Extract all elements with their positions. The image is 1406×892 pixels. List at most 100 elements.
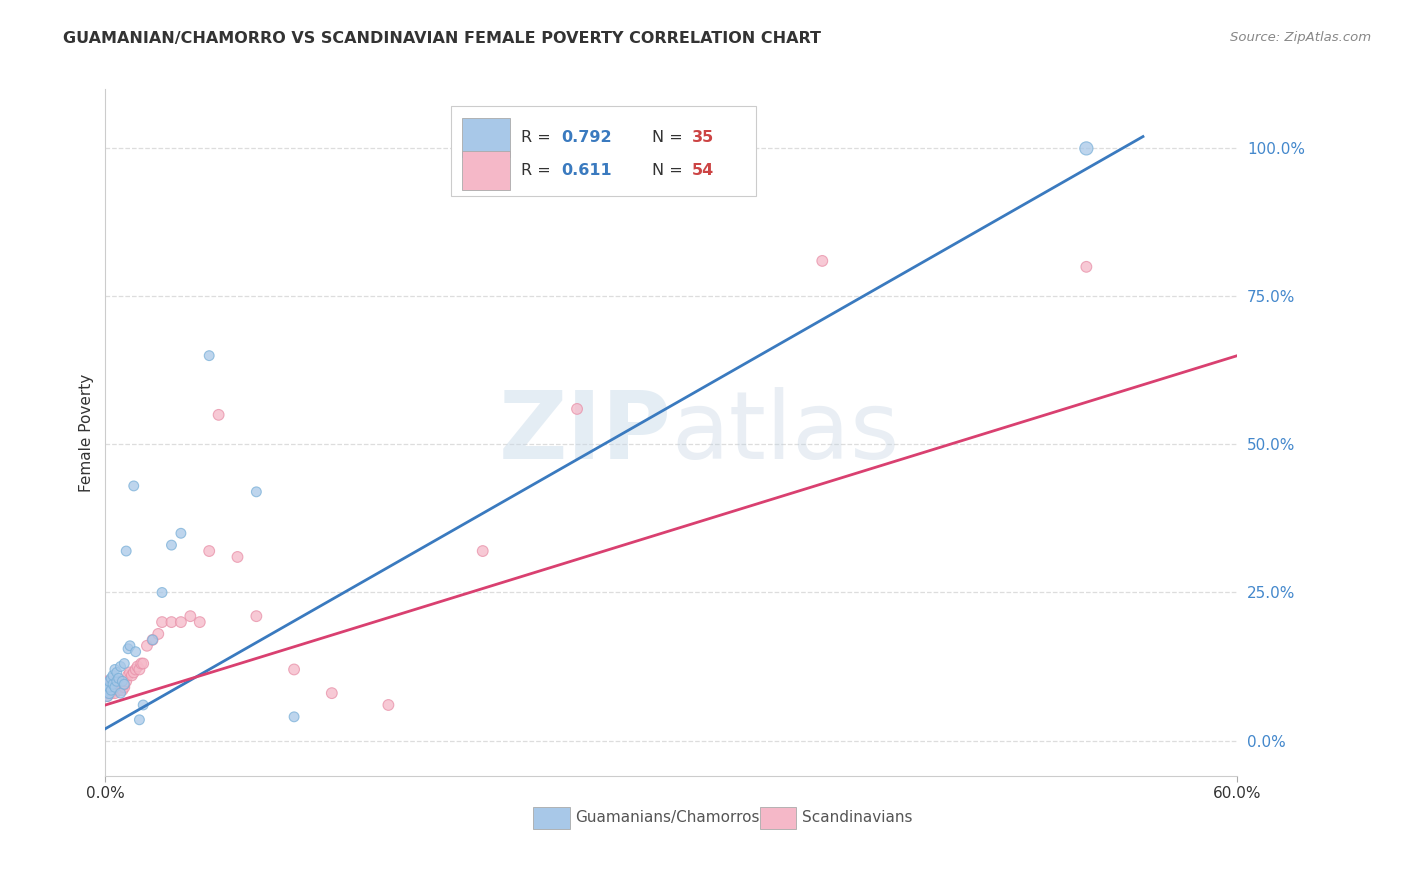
Text: ZIP: ZIP	[499, 386, 672, 479]
Text: Source: ZipAtlas.com: Source: ZipAtlas.com	[1230, 31, 1371, 45]
Point	[100, 686, 122, 700]
Point	[471, 544, 494, 558]
Point	[98, 674, 121, 689]
Point	[96, 689, 118, 703]
Point	[101, 683, 124, 698]
Point	[117, 641, 139, 656]
Point	[110, 680, 132, 694]
FancyBboxPatch shape	[533, 807, 569, 829]
Point	[98, 686, 121, 700]
Point	[128, 663, 150, 677]
Point	[208, 408, 231, 422]
Point	[100, 677, 122, 691]
Point	[245, 484, 267, 499]
Point	[98, 674, 121, 689]
Point	[142, 632, 165, 647]
FancyBboxPatch shape	[759, 807, 796, 829]
Point	[96, 677, 118, 691]
Y-axis label: Female Poverty: Female Poverty	[79, 374, 94, 491]
Point	[107, 674, 129, 689]
Point	[148, 627, 170, 641]
Point	[101, 668, 124, 682]
Point	[100, 680, 122, 694]
Point	[107, 683, 129, 698]
Text: R =: R =	[520, 163, 555, 178]
Point	[124, 663, 146, 677]
Point	[132, 698, 155, 712]
Text: 35: 35	[692, 130, 714, 145]
Point	[170, 526, 193, 541]
Point	[111, 683, 134, 698]
Point	[104, 680, 127, 694]
Point	[122, 665, 145, 680]
Point	[110, 659, 132, 673]
Point	[105, 680, 128, 694]
Point	[283, 710, 305, 724]
Point	[150, 585, 173, 599]
Point	[110, 686, 132, 700]
Point	[110, 677, 132, 691]
Point	[100, 671, 122, 685]
Point	[811, 253, 834, 268]
Point	[96, 689, 118, 703]
Point	[160, 615, 183, 629]
Point	[1076, 260, 1098, 274]
Text: atlas: atlas	[672, 386, 900, 479]
Point	[132, 657, 155, 671]
Point	[283, 663, 305, 677]
Point	[107, 671, 129, 685]
Point	[1076, 141, 1098, 155]
FancyBboxPatch shape	[451, 106, 756, 195]
Text: 0.611: 0.611	[561, 163, 612, 178]
Point	[321, 686, 343, 700]
Point	[96, 674, 118, 689]
Point	[129, 657, 152, 671]
Point	[142, 632, 165, 647]
Point	[105, 674, 128, 689]
Point	[226, 549, 249, 564]
Point	[98, 680, 121, 694]
Point	[96, 677, 118, 691]
Point	[377, 698, 399, 712]
Text: Guamanians/Chamorros: Guamanians/Chamorros	[575, 811, 759, 825]
Point	[115, 544, 138, 558]
Point	[150, 615, 173, 629]
Point	[104, 686, 127, 700]
Point	[112, 680, 135, 694]
Point	[112, 677, 135, 691]
Point	[96, 683, 118, 698]
Point	[245, 609, 267, 624]
Point	[111, 674, 134, 689]
Point	[170, 615, 193, 629]
Point	[105, 674, 128, 689]
Text: N =: N =	[652, 163, 688, 178]
Point	[115, 674, 138, 689]
Point	[112, 677, 135, 691]
Point	[98, 683, 121, 698]
Text: Scandinavians: Scandinavians	[801, 811, 912, 825]
Point	[565, 401, 588, 416]
Point	[96, 680, 118, 694]
Point	[105, 665, 128, 680]
Text: R =: R =	[520, 130, 555, 145]
Point	[136, 639, 159, 653]
Point	[104, 677, 127, 691]
Point	[179, 609, 201, 624]
Point	[112, 657, 135, 671]
Point	[98, 680, 121, 694]
Text: N =: N =	[652, 130, 688, 145]
Point	[160, 538, 183, 552]
Point	[100, 683, 122, 698]
Point	[128, 713, 150, 727]
Text: 54: 54	[692, 163, 714, 178]
Point	[117, 668, 139, 682]
Point	[122, 479, 145, 493]
Point	[198, 544, 221, 558]
Point	[124, 645, 146, 659]
Point	[188, 615, 211, 629]
Point	[101, 677, 124, 691]
Point	[96, 686, 118, 700]
Text: 0.792: 0.792	[561, 130, 612, 145]
Point	[127, 659, 149, 673]
Point	[118, 639, 141, 653]
